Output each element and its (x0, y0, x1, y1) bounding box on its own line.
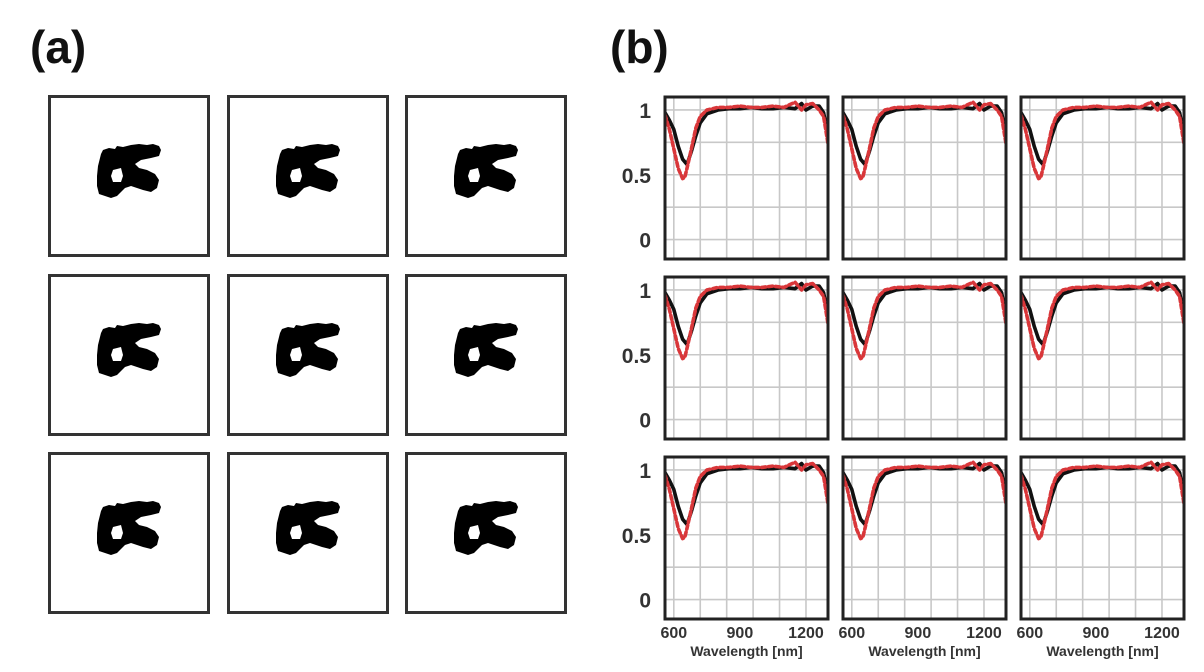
y-tick-label: 0.5 (622, 345, 652, 368)
series-dashed-line (843, 280, 1006, 361)
series-dashed-line (1021, 280, 1184, 361)
x-tick-label: 600 (1016, 625, 1043, 642)
series-dashed-line (843, 460, 1006, 541)
plot-frame (1019, 275, 1186, 441)
x-axis-title: Wavelength [nm] (868, 643, 980, 659)
design-cell-9 (405, 452, 567, 614)
plot-frame (841, 455, 1008, 621)
y-tick-label: 0.5 (622, 525, 652, 548)
y-tick-label: 0 (639, 590, 651, 613)
shape-hole (468, 347, 480, 361)
shape-hole (468, 168, 480, 182)
y-tick-label: 0 (639, 230, 651, 253)
x-tick-label: 900 (727, 625, 754, 642)
y-tick-label: 1 (639, 460, 651, 483)
series-dashed-line (665, 100, 828, 181)
design-cell-5 (227, 274, 389, 436)
series-dashed-line (1021, 460, 1184, 541)
series-dashed-line (665, 460, 828, 541)
series-solid-line (1021, 101, 1184, 167)
x-tick-label: 900 (905, 625, 932, 642)
x-tick-label: 1200 (788, 625, 824, 642)
x-axis-title: Wavelength [nm] (1046, 643, 1158, 659)
design-cell-4 (48, 274, 210, 436)
x-tick-label: 900 (1083, 625, 1110, 642)
design-cell-7 (48, 452, 210, 614)
spectrum-plot-5 (841, 275, 1008, 441)
horseshoe-shape (454, 323, 518, 377)
series-solid-line (1021, 281, 1184, 347)
spectrum-plot-1: 10.50 (622, 95, 830, 261)
y-tick-label: 0 (639, 410, 651, 433)
series-solid-line (843, 281, 1006, 347)
series-solid-line (665, 101, 828, 167)
series-solid-line (665, 461, 828, 527)
plot-frame (841, 95, 1008, 261)
design-cell-1 (48, 95, 210, 257)
shape-hole (290, 347, 302, 361)
series-solid-line (1021, 461, 1184, 527)
horseshoe-shape (97, 501, 161, 555)
series-solid-line (843, 461, 1006, 527)
series-dashed-line (843, 100, 1006, 181)
spectrum-plot-3 (1019, 95, 1186, 261)
series-dashed-line (1021, 100, 1184, 181)
x-tick-label: 600 (838, 625, 865, 642)
horseshoe-shape (454, 144, 518, 198)
horseshoe-shape (276, 323, 340, 377)
x-tick-label: 1200 (1144, 625, 1180, 642)
horseshoe-shape (97, 144, 161, 198)
shape-hole (468, 525, 480, 539)
design-grid (48, 95, 576, 620)
horseshoe-shape (276, 144, 340, 198)
shape-hole (111, 168, 123, 182)
y-tick-label: 1 (639, 100, 651, 123)
horseshoe-shape (97, 323, 161, 377)
plot-frame (663, 275, 830, 441)
series-solid-line (843, 101, 1006, 167)
spectrum-plot-4: 10.50 (622, 275, 830, 441)
plot-frame (841, 275, 1008, 441)
shape-hole (111, 525, 123, 539)
series-solid-line (665, 281, 828, 347)
plot-frame (663, 455, 830, 621)
horseshoe-shape (454, 501, 518, 555)
y-tick-label: 0.5 (622, 165, 652, 188)
shape-hole (111, 347, 123, 361)
series-dashed-line (665, 280, 828, 361)
spectrum-plot-2 (841, 95, 1008, 261)
plot-frame (663, 95, 830, 261)
shape-hole (290, 168, 302, 182)
plot-frame (1019, 455, 1186, 621)
spectrum-plot-6 (1019, 275, 1186, 441)
x-tick-label: 600 (660, 625, 687, 642)
x-tick-label: 1200 (966, 625, 1002, 642)
y-tick-label: 1 (639, 280, 651, 303)
horseshoe-shape (276, 501, 340, 555)
design-cell-3 (405, 95, 567, 257)
panel-b-label: (b) (610, 21, 669, 73)
design-cell-6 (405, 274, 567, 436)
x-axis-title: Wavelength [nm] (690, 643, 802, 659)
plot-frame (1019, 95, 1186, 261)
shape-hole (290, 525, 302, 539)
design-cell-2 (227, 95, 389, 257)
panel-a-label: (a) (30, 21, 87, 73)
design-cell-8 (227, 452, 389, 614)
